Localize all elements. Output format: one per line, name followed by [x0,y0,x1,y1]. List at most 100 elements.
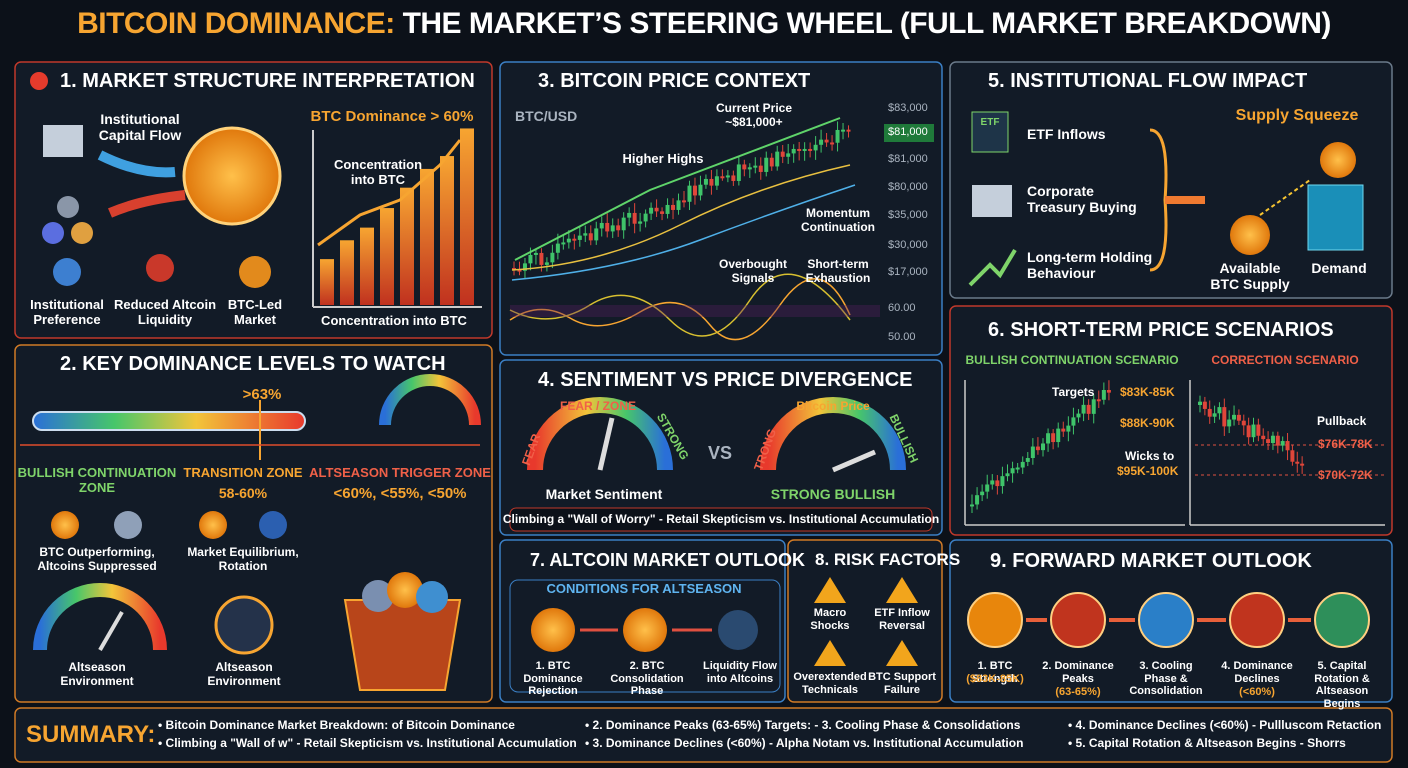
banner: Climbing a "Wall of Worry" - Retail Skep… [502,512,940,526]
decoration [786,153,791,157]
label: Overextended Technicals [793,671,867,696]
decoration [512,268,516,270]
decoration [1207,408,1212,417]
decoration [1076,413,1081,418]
decoration [566,238,571,243]
label: Concentration into BTC [321,313,467,328]
decoration [517,269,522,272]
decoration [830,142,835,145]
decoration [703,178,708,185]
label: $70K-72K [1318,468,1373,482]
label: $83K-85K [1120,385,1175,399]
label: Available BTC Supply [1210,260,1290,293]
label: Market Equilibrium, Rotation [187,545,299,573]
label: BULLISH CONTINUATION SCENARIO [965,353,1179,367]
decoration [1246,425,1251,438]
decoration [1227,419,1232,427]
label: BULLISH CONTINUATION ZONE [17,465,177,495]
decoration [1290,450,1295,462]
decoration [320,259,334,305]
decoration [588,233,593,241]
price-label: $81,000 [888,126,928,138]
decoration [758,165,763,172]
summary-label: SUMMARY: [26,721,156,748]
decoration [742,164,747,170]
step-icon [1229,592,1285,648]
decoration [561,242,566,245]
decoration [725,175,730,178]
decoration [1066,425,1071,432]
decoration [340,240,354,305]
label: Institutional Capital Flow [98,111,182,144]
decoration [1081,404,1086,414]
decoration [1217,407,1222,414]
decoration [985,484,990,492]
label: Wicks to [1125,449,1175,463]
decoration [1198,401,1202,405]
label: <60%, <55%, <50% [333,485,467,502]
decoration [1030,446,1035,459]
label: Current Price [715,101,793,115]
decoration [550,252,555,263]
decoration [1212,413,1217,417]
decoration [775,151,780,167]
label: Liquidity Flow into Altcoins [703,660,777,685]
decoration [808,148,813,151]
step-icon [1138,592,1194,648]
label: Supply Squeeze [1235,107,1359,124]
label: BTC Dominance > 60% [310,108,474,125]
step-icon [1050,592,1106,648]
decoration [1035,446,1040,451]
decoration [980,491,985,496]
decoration [1241,420,1246,426]
decoration [1041,443,1045,451]
heading: 2. KEY DOMINANCE LEVELS TO WATCH [60,353,446,375]
decoration [1096,399,1101,402]
title-rest: THE MARKET’S STEERING WHEEL (FULL MARKET… [402,7,1332,40]
decoration [1056,428,1061,443]
price-label: $80,000 [888,181,928,193]
decoration [1000,476,1005,487]
decoration [1236,414,1241,421]
decoration [649,207,654,214]
decoration [621,217,626,231]
decoration [583,233,588,236]
summary-item: • 4. Dominance Declines (<60%) - Pulllus… [1068,718,1382,732]
decoration [660,211,665,214]
label: BTC Support Failure [868,671,936,696]
decoration [1051,433,1056,443]
label: Altseason Environment [207,660,281,688]
decoration [1020,461,1025,468]
decoration [610,225,615,232]
label: Long-term Holding Behaviour [1027,249,1153,282]
decoration [577,235,582,240]
decoration [1266,439,1271,444]
decoration [1275,435,1280,446]
price-label: $30,000 [888,239,928,251]
decoration [736,164,741,181]
label: ETF Inflows [1027,126,1106,142]
decoration [1015,467,1020,470]
label: Targets [1052,385,1095,399]
label: ~$81,000+ [725,115,783,129]
label: ALTSEASON TRIGGER ZONE [309,465,491,480]
decoration [522,263,527,271]
decoration [440,156,454,305]
decoration [599,222,604,229]
step-label: 1. BTC Strength [972,660,1018,685]
price-label: $17,000 [888,266,928,278]
step-label: 2. Dominance Peaks [1042,660,1114,685]
decoration [835,129,840,143]
decoration [1202,401,1207,409]
decoration [764,157,769,172]
decoration [380,208,394,305]
heading: 8. RISK FACTORS [815,550,961,569]
decoration [533,252,538,255]
summary-item: • Climbing a "Wall of w" - Retail Skepti… [158,736,577,750]
decoration [990,480,995,485]
decoration [654,207,659,212]
title-highlight: BITCOIN DOMINANCE: [77,7,395,40]
step-label: 3. Cooling Phase & Consolidation [1129,660,1203,698]
label: Concentration into BTC [333,157,423,187]
